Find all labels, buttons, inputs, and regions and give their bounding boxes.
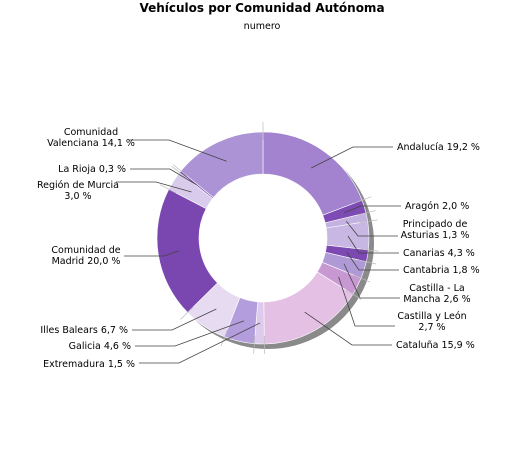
slice-boundary-tick xyxy=(353,274,371,283)
leader-extremadura xyxy=(139,322,261,364)
label-region-de-murcia: Región de Murcia 3,0 % xyxy=(37,180,119,202)
label-line: Cataluña 15,9 % xyxy=(396,340,475,351)
leader-canarias xyxy=(347,235,399,254)
leader-aragon xyxy=(344,205,401,214)
label-line: 2,7 % xyxy=(418,322,445,333)
label-line: Castilla - La xyxy=(409,283,464,294)
label-comunidad-valenciana: Comunidad Valenciana 14,1 % xyxy=(47,127,135,149)
label-canarias: Canarias 4,3 % xyxy=(403,248,475,259)
leader-la-rioja xyxy=(130,168,197,186)
slice-boundary-tick xyxy=(171,166,187,178)
label-leader-lines xyxy=(116,139,401,364)
slice-boundary-tick xyxy=(359,219,378,224)
donut-hole xyxy=(199,174,327,302)
label-cataluna: Cataluña 15,9 % xyxy=(396,340,475,351)
slice-boundary-tick xyxy=(358,210,376,216)
label-la-rioja: La Rioja 0,3 % xyxy=(58,164,126,175)
slice-boundary-tick xyxy=(159,184,177,194)
leader-castilla-la-mancha xyxy=(343,263,400,299)
leader-principado-de-asturias xyxy=(346,221,398,237)
label-principado-de-asturias: Principado de Asturias 1,3 % xyxy=(401,219,470,241)
slice-boundary-tick xyxy=(358,259,377,265)
leader-comunidad-de-madrid xyxy=(124,250,180,257)
label-line: Comunidad de xyxy=(51,245,120,256)
label-line: La Rioja 0,3 % xyxy=(58,164,126,175)
label-aragon: Aragón 2,0 % xyxy=(405,201,469,212)
slice-boundary-tick xyxy=(345,289,362,300)
chart-title: Vehículos por Comunidad Autónoma xyxy=(139,1,384,15)
label-line: Cantabria 1,8 % xyxy=(403,265,480,276)
leader-castilla-y-leon xyxy=(338,276,395,327)
slice-boundary-tick xyxy=(360,248,379,252)
leader-cantabria xyxy=(346,252,399,271)
label-line: Aragón 2,0 % xyxy=(405,201,469,212)
chart-subtitle: numero xyxy=(244,21,281,32)
label-andalucia: Andalucía 19,2 % xyxy=(397,142,480,153)
leader-galicia xyxy=(135,320,245,347)
label-extremadura: Extremadura 1,5 % xyxy=(43,359,135,370)
label-line: Región de Murcia xyxy=(37,180,119,191)
slice-boundary-tick xyxy=(180,306,194,320)
label-galicia: Galicia 4,6 % xyxy=(69,341,131,352)
label-line: Mancha 2,6 % xyxy=(403,294,470,305)
label-line: Asturias 1,3 % xyxy=(401,230,470,241)
label-comunidad-de-madrid: Comunidad de Madrid 20,0 % xyxy=(51,245,120,267)
slice-boundary-tick xyxy=(172,164,188,177)
slice-boundary-tick xyxy=(220,329,228,347)
label-castilla-la-mancha: Castilla - La Mancha 2,6 % xyxy=(403,283,470,305)
leader-cataluna xyxy=(304,311,392,346)
label-line: Madrid 20,0 % xyxy=(52,256,121,267)
label-line: Illes Balears 6,7 % xyxy=(40,325,128,336)
label-line: Andalucía 19,2 % xyxy=(397,142,480,153)
leader-region-de-murcia xyxy=(116,181,192,193)
label-line: Castilla y León xyxy=(397,311,466,322)
label-line: Extremadura 1,5 % xyxy=(43,359,135,370)
label-line: Galicia 4,6 % xyxy=(69,341,131,352)
slice-labels: Andalucía 19,2 % Aragón 2,0 % Principado d… xyxy=(37,127,480,370)
slice-boundary-tick xyxy=(253,335,256,354)
label-line: Canarias 4,3 % xyxy=(403,248,475,259)
slice-boundary-tick xyxy=(354,196,372,204)
label-line: Principado de xyxy=(403,219,468,230)
leader-andalucia xyxy=(311,146,393,169)
label-illes-balears: Illes Balears 6,7 % xyxy=(40,325,128,336)
slice-ticks xyxy=(159,122,379,354)
label-line: 3,0 % xyxy=(64,191,91,202)
leader-illes-balears xyxy=(132,308,217,331)
donut-slices xyxy=(156,131,370,345)
leader-comunidad-valenciana xyxy=(129,139,227,162)
label-line: Valenciana 14,1 % xyxy=(47,138,135,149)
label-cantabria: Cantabria 1,8 % xyxy=(403,265,480,276)
label-castilla-y-leon: Castilla y León 2,7 % xyxy=(397,311,466,333)
label-line: Comunidad xyxy=(64,127,118,138)
